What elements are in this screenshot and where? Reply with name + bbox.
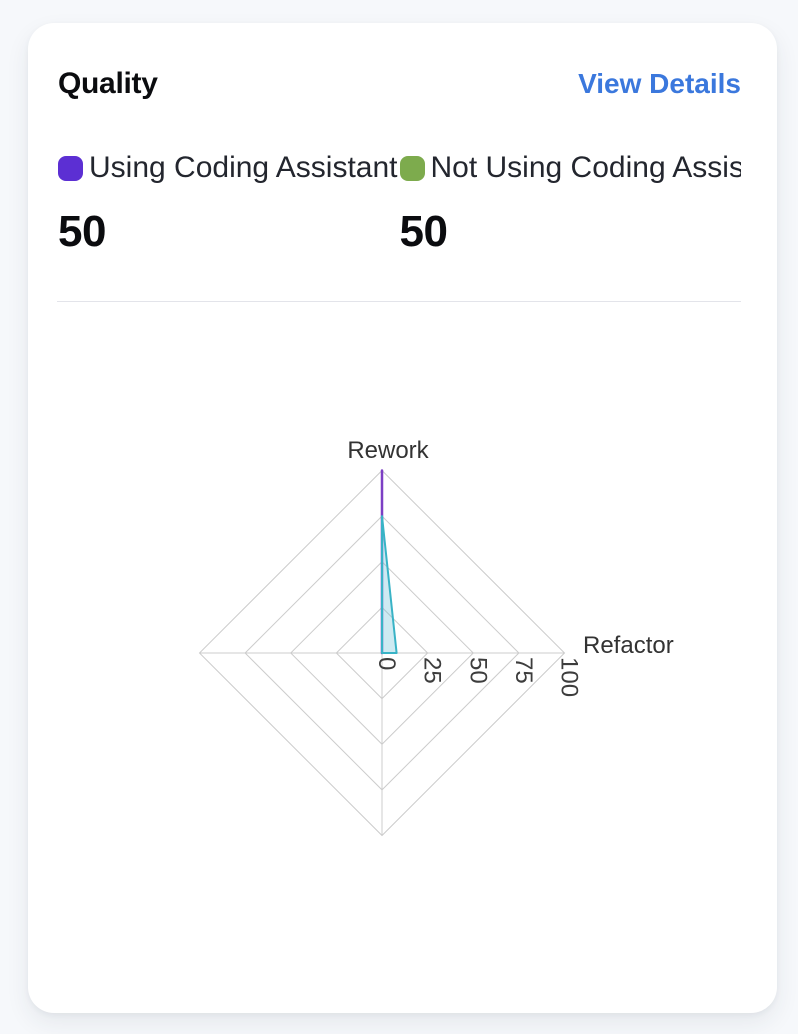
svg-text:50: 50 bbox=[464, 657, 491, 684]
legend-label: Using Coding Assistant bbox=[89, 151, 398, 184]
view-details-link[interactable]: View Details bbox=[578, 68, 741, 99]
svg-text:100: 100 bbox=[556, 657, 583, 697]
svg-text:Refactor: Refactor bbox=[583, 632, 674, 659]
svg-text:25: 25 bbox=[419, 657, 446, 684]
legend-label: Not Using Coding Assis... bbox=[430, 151, 742, 184]
legend-swatch-purple bbox=[58, 155, 83, 181]
card-title: Quality bbox=[58, 67, 158, 100]
legend-entry: Not Using Coding Assis... bbox=[399, 151, 742, 185]
legend: Using Coding Assistant 50 Not Using Codi… bbox=[58, 151, 741, 254]
legend-value: 50 bbox=[58, 207, 106, 254]
legend-swatch-green bbox=[399, 155, 425, 181]
legend-entry: Using Coding Assistant bbox=[58, 151, 400, 185]
svg-text:0: 0 bbox=[373, 657, 400, 670]
card-header: Quality View Details bbox=[58, 66, 741, 102]
svg-text:75: 75 bbox=[510, 657, 537, 684]
svg-text:Rework: Rework bbox=[347, 437, 429, 464]
legend-item-not-using-coding-assistant[interactable]: Not Using Coding Assis... 50 bbox=[399, 151, 742, 254]
divider bbox=[57, 301, 741, 302]
quality-card: Quality View Details Using Coding Assist… bbox=[28, 23, 777, 1013]
legend-item-using-coding-assistant[interactable]: Using Coding Assistant 50 bbox=[58, 151, 400, 254]
legend-value: 50 bbox=[399, 207, 448, 254]
